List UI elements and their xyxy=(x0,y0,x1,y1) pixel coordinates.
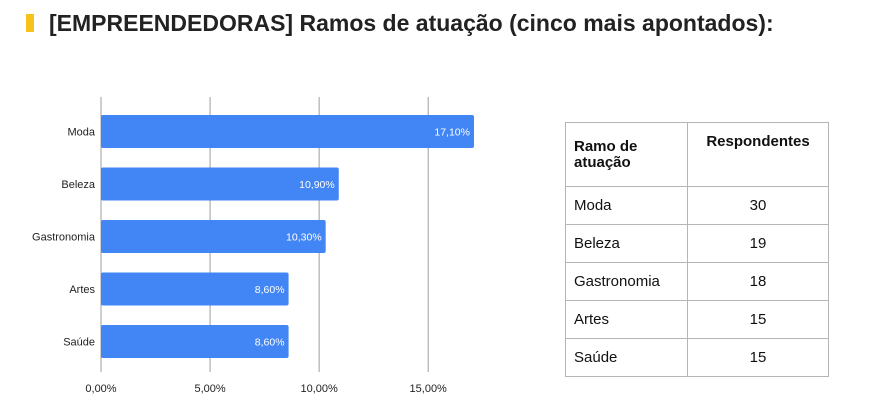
title-accent-bar xyxy=(26,14,34,32)
table-row: Moda 30 xyxy=(565,186,829,225)
category-label: Gastronomia xyxy=(32,232,96,244)
table-row: Saúde 15 xyxy=(565,338,829,377)
bar-value-label: 17,10% xyxy=(434,127,470,139)
x-tick-label: 0,00% xyxy=(85,383,116,395)
table-cell-sector: Moda xyxy=(565,186,688,225)
bar-value-label: 10,30% xyxy=(286,232,322,244)
x-tick-label: 10,00% xyxy=(300,383,338,395)
bar-value-label: 10,90% xyxy=(299,179,335,191)
table-cell-sector: Saúde xyxy=(565,338,688,377)
category-label: Beleza xyxy=(61,179,96,191)
table-cell-count: 18 xyxy=(687,262,829,301)
table-cell-count: 19 xyxy=(687,224,829,263)
table-row: Beleza 19 xyxy=(565,224,829,263)
bar xyxy=(101,220,326,253)
bar xyxy=(101,115,474,148)
table-cell-count: 15 xyxy=(687,300,829,339)
table-cell-count: 15 xyxy=(687,338,829,377)
bar xyxy=(101,272,289,306)
table-row: Gastronomia 18 xyxy=(565,262,829,301)
table-header-row: Ramo de atuação Respondentes xyxy=(565,122,829,187)
table-cell-sector: Gastronomia xyxy=(565,262,688,301)
table-cell-sector: Beleza xyxy=(565,224,688,263)
respondents-table-container: Ramo de atuação Respondentes Moda 30 Bel… xyxy=(565,122,829,377)
bar xyxy=(101,325,289,358)
category-label: Moda xyxy=(67,127,95,139)
category-label: Saúde xyxy=(63,337,95,349)
x-tick-label: 5,00% xyxy=(194,383,225,395)
table-cell-count: 30 xyxy=(687,186,829,225)
respondents-table: Ramo de atuação Respondentes Moda 30 Bel… xyxy=(565,122,829,377)
table-header-respondents: Respondentes xyxy=(687,122,829,187)
bar-value-label: 8,60% xyxy=(255,284,285,296)
table-header-sector: Ramo de atuação xyxy=(565,122,688,187)
page-title: [EMPREENDEDORAS] Ramos de atuação (cinco… xyxy=(49,10,774,36)
bar xyxy=(101,167,339,201)
category-label: Artes xyxy=(69,284,95,296)
table-row: Artes 15 xyxy=(565,300,829,339)
x-tick-label: 15,00% xyxy=(410,383,448,395)
bar-value-label: 8,60% xyxy=(255,337,285,349)
table-cell-sector: Artes xyxy=(565,300,688,339)
